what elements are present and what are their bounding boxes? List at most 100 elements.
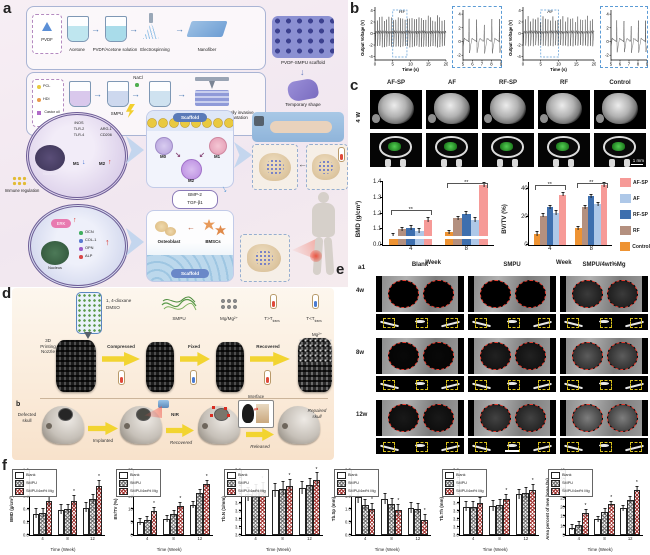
nacl-icon — [135, 83, 139, 87]
nozzle-label-line3: Nozzle — [40, 349, 56, 355]
ytk — [239, 525, 242, 527]
legend: Blank SMPU SMPU/4wt% Mg — [334, 469, 379, 497]
ec — [391, 232, 395, 234]
ybox — [630, 441, 643, 452]
svg-text:0: 0 — [370, 31, 373, 36]
lname: Blank — [130, 473, 140, 477]
m2-label: M2 — [98, 161, 106, 166]
ev — [309, 478, 310, 492]
panel-d-schematic: 1, 4-dioxane DMSO 3D Printing Nozzle SMP… — [12, 288, 334, 460]
ybox — [475, 441, 487, 452]
chip — [119, 471, 128, 479]
yt: 0.2 — [23, 519, 29, 525]
yt: 40 — [521, 186, 528, 192]
released-arrow-icon — [246, 428, 274, 441]
svg-text:8: 8 — [637, 62, 640, 67]
nozzle-tip-icon — [84, 332, 92, 339]
yt: 0.0 — [345, 532, 351, 538]
siglab: ** — [464, 179, 469, 186]
ev — [419, 228, 420, 233]
ev — [549, 205, 551, 209]
ev — [316, 473, 317, 487]
ev — [401, 227, 403, 232]
skull-topview-image — [468, 276, 556, 312]
lname: SMPU/4wt% Mg — [130, 489, 158, 493]
svg-text:9: 9 — [500, 62, 503, 67]
chip — [551, 471, 560, 479]
ec — [583, 204, 587, 206]
bar-RF-SP — [546, 207, 553, 245]
ec — [390, 498, 393, 500]
ec — [41, 507, 44, 509]
svg-text:7: 7 — [481, 62, 484, 67]
m2-up-arrow-icon: ↑ — [108, 159, 112, 166]
recovered-arrow-icon — [166, 424, 194, 437]
microct-3d-image — [538, 90, 590, 129]
thermometer-icon — [338, 147, 345, 162]
ev — [67, 504, 68, 514]
ec — [59, 504, 63, 506]
ytk — [27, 534, 30, 535]
bar-AF — [470, 219, 480, 245]
ytk — [131, 534, 134, 535]
row: Blank — [119, 471, 158, 479]
ec — [447, 229, 451, 231]
lname: SMPU — [456, 481, 467, 485]
defect — [388, 403, 420, 433]
x-axis-label: Time (Week) — [482, 547, 508, 552]
ev — [532, 484, 534, 495]
ec — [524, 487, 528, 488]
ec — [400, 226, 404, 228]
streak — [598, 382, 610, 386]
lname: SMPU/4wt% Mg — [238, 489, 266, 493]
side — [372, 114, 380, 123]
ec — [554, 210, 558, 212]
ev — [427, 217, 429, 222]
svg-text:Output Voltage (V): Output Voltage (V) — [508, 20, 513, 56]
ec — [491, 500, 495, 501]
ytk — [380, 196, 383, 198]
ec — [635, 485, 639, 487]
bar-SMPU/4wt% Mg — [607, 504, 615, 535]
bar-SMPU/4wt% Mg — [529, 489, 537, 535]
ev — [192, 502, 194, 509]
yt: 3.0 — [234, 532, 241, 538]
nozzle-label-line1: 3D — [45, 338, 51, 343]
arrow-icon: → — [177, 89, 186, 99]
ec — [602, 182, 606, 184]
chip — [227, 487, 236, 495]
ec — [91, 493, 94, 495]
curved-arrow-icon: ↘ — [175, 152, 181, 159]
ev — [282, 482, 283, 496]
ev — [173, 511, 174, 518]
bar-SMPU/4wt% Mg — [150, 510, 158, 535]
star: * — [371, 497, 373, 504]
x-axis-label: Time (Week) — [265, 547, 291, 552]
ytk — [380, 228, 383, 230]
ybox — [416, 379, 429, 390]
microct-3d-image — [426, 90, 478, 129]
xt: 4 — [577, 536, 580, 542]
electrospinning-label: Electrospinning — [140, 47, 170, 52]
bar-SMPU — [278, 488, 286, 535]
microct-image-grid-femur: AF-SP AF RF-SP RF Control 1 mm — [370, 80, 650, 170]
skull-section-image — [376, 438, 464, 454]
bmsc-icon — [215, 225, 226, 236]
pvdf-solution-label: PVDF/Acetone solution — [92, 47, 138, 52]
skull-section-image — [468, 376, 556, 392]
heal — [389, 404, 419, 432]
t-below-main: T<T — [306, 316, 315, 321]
printed-scaffold-icon — [56, 340, 96, 392]
figure-leg — [323, 236, 335, 276]
ytk — [563, 506, 566, 508]
nucleus-label: Nucleus — [43, 172, 57, 176]
ev — [610, 501, 612, 508]
streak — [598, 444, 610, 448]
svg-text:2: 2 — [370, 19, 373, 24]
ytk — [563, 524, 566, 526]
ev — [60, 505, 62, 515]
panel-label-e: e — [336, 261, 345, 278]
xt: 8 — [172, 536, 175, 542]
ev — [448, 230, 450, 235]
